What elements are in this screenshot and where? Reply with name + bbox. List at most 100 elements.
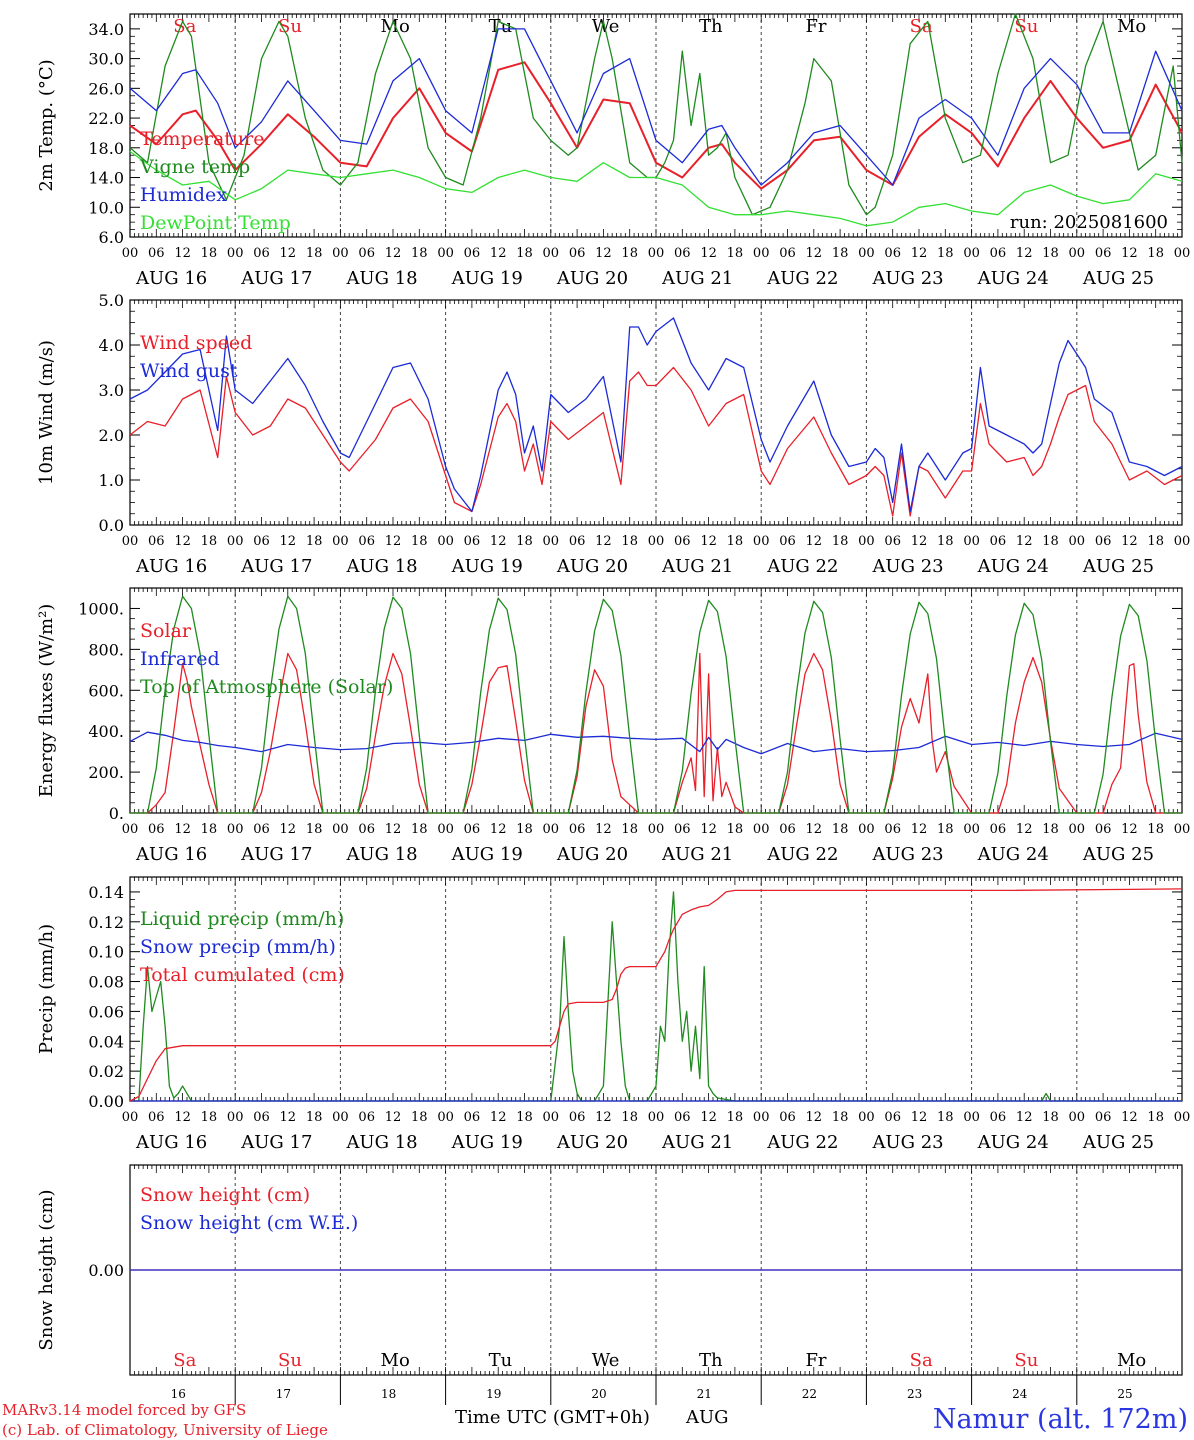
weekday-label: Th	[699, 1350, 723, 1371]
legend-entry: Snow height (cm W.E.)	[140, 1212, 358, 1234]
x-tick-label: 18	[201, 1110, 218, 1125]
x-tick-label: 00	[753, 534, 770, 549]
day-label: AUG 17	[240, 268, 312, 289]
x-tick-label: 00	[122, 822, 139, 837]
x-tick-label: 06	[464, 822, 481, 837]
x-tick-label: 06	[674, 534, 691, 549]
legend-entry: Solar	[140, 620, 192, 642]
x-tick-label: 12	[700, 246, 717, 261]
x-tick-label: 12	[806, 246, 823, 261]
x-tick-label: 06	[358, 246, 375, 261]
x-tick-label: 18	[201, 534, 218, 549]
x-tick-label: 12	[806, 1110, 823, 1125]
x-tick-label: 18	[516, 822, 533, 837]
weekday-label: Sa	[910, 1350, 933, 1371]
station-label: Namur (alt. 172m)	[933, 1404, 1188, 1435]
day-number: 19	[486, 1387, 501, 1401]
x-tick-label: 18	[411, 822, 428, 837]
day-label: AUG 23	[871, 844, 943, 865]
legend-entry: Wind speed	[140, 332, 252, 354]
legend-entry: DewPoint Temp	[140, 212, 291, 234]
y-tick-label: 34.0	[88, 20, 124, 39]
x-tick-label: 06	[779, 246, 796, 261]
x-tick-label: 06	[1095, 1110, 1112, 1125]
panel-2: 0.0 1.0 2.0 3.0 4.0 5.0 10m Wind (m/s) 00 06 12 18…	[36, 291, 1190, 577]
x-tick-label: 00	[1069, 246, 1086, 261]
x-tick-label: 12	[174, 246, 191, 261]
x-tick-label: 18	[832, 534, 849, 549]
series-line-1	[130, 891, 1182, 1102]
day-label: AUG 17	[240, 556, 312, 577]
x-tick-label: 12	[490, 1110, 507, 1125]
y-tick-label: 1000.	[78, 599, 124, 618]
y-tick-label: 1.0	[99, 471, 124, 490]
weekday-label: Su	[278, 1350, 302, 1371]
x-tick-label: 12	[385, 534, 402, 549]
x-tick-label: 06	[990, 246, 1007, 261]
x-tick-label: 00	[543, 1110, 560, 1125]
x-tick-label: 00	[332, 246, 349, 261]
day-number: 23	[907, 1387, 922, 1401]
day-label: AUG 21	[661, 1132, 733, 1153]
x-tick-label: 18	[306, 246, 323, 261]
x-tick-label: 06	[1095, 822, 1112, 837]
x-tick-label: 18	[1042, 246, 1059, 261]
x-tick-label: 00	[227, 534, 244, 549]
x-tick-label: 06	[148, 534, 165, 549]
day-number: 20	[591, 1387, 606, 1401]
y-tick-label: 3.0	[99, 381, 124, 400]
day-label: AUG 18	[345, 268, 417, 289]
day-label: AUG 25	[1082, 556, 1154, 577]
y-tick-label: 14.0	[88, 169, 124, 188]
x-tick-label: 00	[332, 534, 349, 549]
day-label: AUG 22	[766, 268, 838, 289]
day-label: AUG 24	[977, 268, 1049, 289]
x-tick-label: 06	[674, 246, 691, 261]
x-tick-label: 12	[385, 246, 402, 261]
y-tick-label: 600.	[88, 681, 124, 700]
x-tick-label: 00	[648, 534, 665, 549]
y-axis-label: Precip (mm/h)	[36, 924, 57, 1054]
x-tick-label: 00	[543, 246, 560, 261]
legend-entry: Infrared	[140, 648, 220, 670]
x-tick-label: 00	[227, 822, 244, 837]
day-label: AUG 22	[766, 1132, 838, 1153]
x-tick-label: 18	[411, 1110, 428, 1125]
lab-credit: (c) Lab. of Climatology, University of L…	[2, 1421, 328, 1439]
weekday-label: Su	[1014, 16, 1038, 37]
x-tick-label: 18	[727, 246, 744, 261]
weekday-label: Tu	[489, 1350, 513, 1371]
x-tick-label: 12	[385, 1110, 402, 1125]
y-tick-label: 26.0	[88, 79, 124, 98]
legend-entry: Vigne temp	[139, 156, 250, 178]
y-tick-label: 0.	[109, 804, 124, 823]
x-tick-label: 06	[1095, 534, 1112, 549]
month-label: AUG	[685, 1407, 729, 1428]
x-tick-label: 00	[963, 822, 980, 837]
panel-4: 0.00 0.02 0.04 0.06 0.08 0.10 0.12 0.14 Precip (…	[36, 876, 1190, 1153]
legend-entry: Liquid precip (mm/h)	[140, 908, 344, 930]
weekday-label: Su	[278, 16, 302, 37]
x-tick-label: 12	[806, 534, 823, 549]
panel-5: 0.00 Snow height (cm) Snow height (cm) Snow…	[36, 1164, 1183, 1405]
x-tick-label: 18	[1147, 534, 1164, 549]
x-tick-label: 12	[1016, 822, 1033, 837]
x-tick-label: 18	[1147, 246, 1164, 261]
series-line-3	[129, 888, 1183, 1102]
y-tick-label: 5.0	[99, 291, 124, 310]
x-tick-label: 00	[1069, 534, 1086, 549]
x-tick-label: 12	[1121, 534, 1138, 549]
weekday-label: Fr	[805, 16, 826, 37]
x-tick-label: 12	[280, 246, 297, 261]
x-tick-label: 18	[306, 534, 323, 549]
y-tick-label: 0.0	[99, 516, 124, 535]
day-label: AUG 23	[871, 268, 943, 289]
x-tick-label: 00	[963, 1110, 980, 1125]
x-tick-label: 06	[674, 822, 691, 837]
x-tick-label: 12	[1016, 534, 1033, 549]
x-tick-label: 00	[332, 822, 349, 837]
x-tick-label: 18	[937, 1110, 954, 1125]
x-tick-label: 00	[648, 822, 665, 837]
y-tick-label: 30.0	[88, 50, 124, 69]
x-tick-label: 06	[358, 1110, 375, 1125]
